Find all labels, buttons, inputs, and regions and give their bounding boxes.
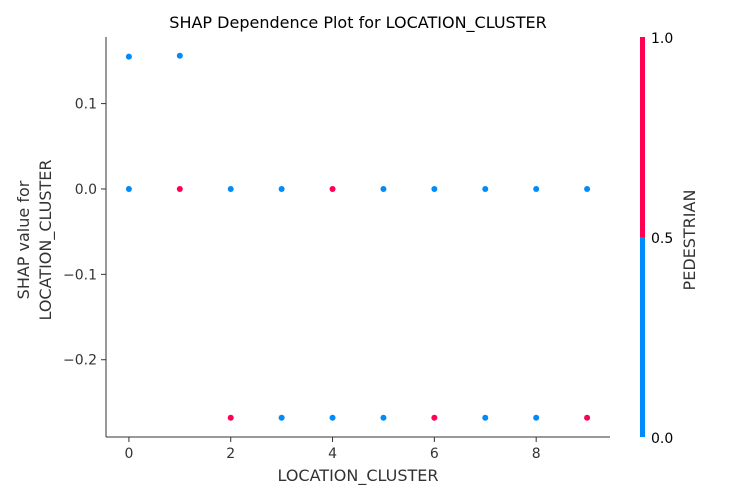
x-tick-label-2: 2	[226, 446, 235, 462]
data-point-2	[125, 185, 132, 192]
x-tick-label-0: 0	[124, 446, 133, 462]
data-point-18	[533, 414, 540, 421]
x-tick-label-6: 6	[430, 446, 439, 462]
x-ticks: 0 2 4 6 8	[124, 437, 541, 462]
data-point-7	[380, 185, 387, 192]
colorbar-label: PEDESTRIAN	[680, 190, 699, 291]
data-point-0	[125, 53, 132, 60]
data-point-10	[533, 185, 540, 192]
x-tick-label-8: 8	[532, 446, 541, 462]
data-point-15	[380, 414, 387, 421]
colorbar-tick-label-0: 0.0	[651, 431, 673, 447]
data-point-5	[278, 185, 285, 192]
y-tick-label-0: −0.2	[63, 353, 97, 369]
data-point-1	[176, 52, 183, 59]
data-point-11	[584, 185, 591, 192]
data-point-17	[482, 414, 489, 421]
chart-title: SHAP Dependence Plot for LOCATION_CLUSTE…	[169, 13, 546, 33]
x-tick-label-4: 4	[328, 446, 337, 462]
colorbar-high-segment	[640, 37, 645, 237]
data-point-6	[329, 185, 336, 192]
data-point-8	[431, 185, 438, 192]
x-axis-label: LOCATION_CLUSTER	[277, 466, 438, 486]
colorbar-tick-label-2: 1.0	[651, 31, 673, 47]
points-layer	[125, 52, 591, 421]
colorbar-tick-label-1: 0.5	[651, 231, 673, 247]
y-tick-label-1: −0.1	[63, 267, 97, 283]
colorbar-low-segment	[640, 237, 645, 437]
data-point-4	[227, 185, 234, 192]
data-point-16	[431, 414, 438, 421]
colorbar: 0.0 0.5 1.0 PEDESTRIAN	[640, 31, 699, 447]
y-tick-label-2: 0.0	[75, 182, 97, 198]
y-ticks: −0.2 −0.1 0.0 0.1	[63, 97, 106, 369]
data-point-13	[278, 414, 285, 421]
data-point-14	[329, 414, 336, 421]
data-point-12	[227, 414, 234, 421]
data-point-3	[176, 185, 183, 192]
data-point-9	[482, 185, 489, 192]
y-axis-label-line-2: LOCATION_CLUSTER	[36, 159, 56, 320]
colorbar-ticks: 0.0 0.5 1.0	[651, 31, 673, 447]
y-axis-label-line-1: SHAP value for	[14, 180, 33, 299]
y-tick-label-3: 0.1	[75, 97, 97, 113]
data-point-19	[584, 414, 591, 421]
